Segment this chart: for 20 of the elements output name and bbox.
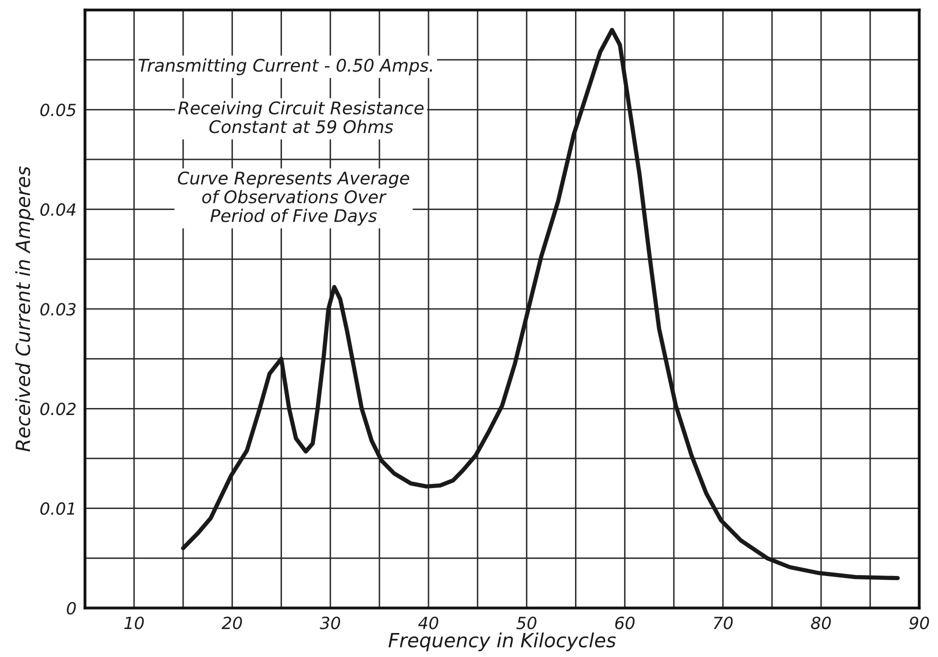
annotation: Curve Represents Average of Observations Over Period of Five Days: [178, 171, 410, 226]
x-tick-label: 60: [615, 616, 635, 630]
annotation: Receiving Circuit Resistance Constant at 59 Ohms: [178, 101, 424, 134]
x-tick-label: 20: [222, 616, 242, 630]
x-tick-label: 40: [418, 616, 438, 630]
annotation: Transmitting Current - 0.50 Amps.: [138, 58, 432, 76]
y-tick-label: 0.01: [40, 502, 74, 515]
x-axis-title: Frequency in Kilocycles: [388, 632, 616, 652]
y-tick-label: 0.04: [40, 203, 76, 216]
x-tick-label: 90: [909, 616, 930, 630]
y-tick-label: 0.05: [40, 104, 76, 116]
y-axis-title: Received Current in Amperes: [15, 166, 34, 452]
x-tick-label: 70: [714, 616, 733, 630]
y-tick-label: 0: [66, 602, 76, 615]
x-tick-label: 10: [124, 616, 144, 630]
x-tick-label: 50: [516, 616, 536, 630]
y-tick-label: 0.03: [40, 302, 76, 316]
y-tick-label: 0.02: [40, 402, 76, 416]
x-tick-label: 80: [811, 616, 831, 630]
x-tick-label: 30: [320, 616, 340, 630]
